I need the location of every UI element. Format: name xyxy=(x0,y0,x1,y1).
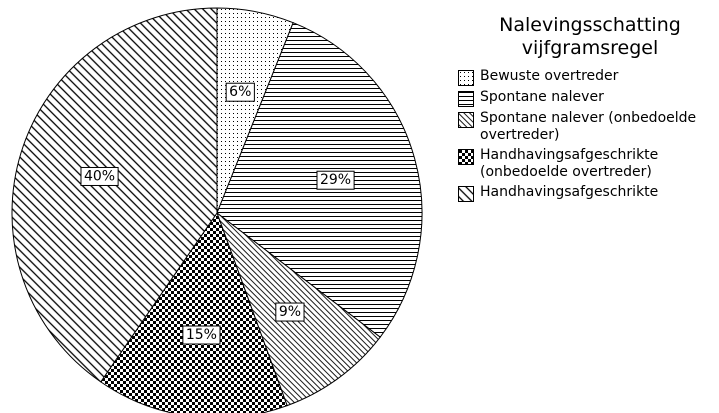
legend-label: Bewuste overtreder xyxy=(480,68,619,84)
legend-swatch xyxy=(458,186,474,202)
swatch-fill xyxy=(459,92,473,106)
legend-swatch xyxy=(458,91,474,107)
swatch-pattern xyxy=(459,113,473,127)
legend-item: Bewuste overtreder xyxy=(458,68,716,86)
data-label-box xyxy=(182,325,221,345)
legend-item: Handhavingsafgeschrikte xyxy=(458,184,716,202)
data-label: 9% xyxy=(279,304,301,320)
legend-label: Spontane nalever xyxy=(480,89,604,105)
legend-title: Nalevingsschatting vijfgramsregel xyxy=(499,14,681,59)
swatch-pattern xyxy=(459,187,473,201)
legend-item: Handhavingsafgeschrikte (onbedoelde over… xyxy=(458,147,716,181)
swatch-fill xyxy=(459,71,473,85)
data-label: 29% xyxy=(320,172,351,188)
data-label-box xyxy=(275,302,305,322)
legend-label: Handhavingsafgeschrikte (onbedoelde over… xyxy=(480,147,659,180)
legend: Bewuste overtreder Spontane nalever Sponta… xyxy=(458,68,716,205)
pie-slice xyxy=(100,211,288,413)
pie-slice xyxy=(11,7,218,383)
data-label: 15% xyxy=(186,327,217,343)
swatch-fill xyxy=(459,113,473,127)
legend-item: Spontane nalever xyxy=(458,89,716,107)
swatch-fill xyxy=(459,150,473,164)
data-label-box xyxy=(225,82,255,102)
legend-item: Spontane nalever (onbedoelde overtreder) xyxy=(458,110,716,144)
swatch-fill xyxy=(459,187,473,201)
swatch-pattern xyxy=(459,150,473,164)
data-label-box xyxy=(80,166,119,186)
legend-label: Handhavingsafgeschrikte xyxy=(480,184,659,200)
data-label-box xyxy=(316,170,355,190)
legend-swatch xyxy=(458,70,474,86)
data-label: 6% xyxy=(229,84,251,100)
swatch-pattern xyxy=(459,92,473,106)
legend-swatch xyxy=(458,149,474,165)
legend-swatch xyxy=(458,112,474,128)
swatch-pattern xyxy=(459,71,473,85)
legend-label: Spontane nalever (onbedoelde overtreder) xyxy=(480,110,697,143)
data-label: 40% xyxy=(84,168,115,184)
